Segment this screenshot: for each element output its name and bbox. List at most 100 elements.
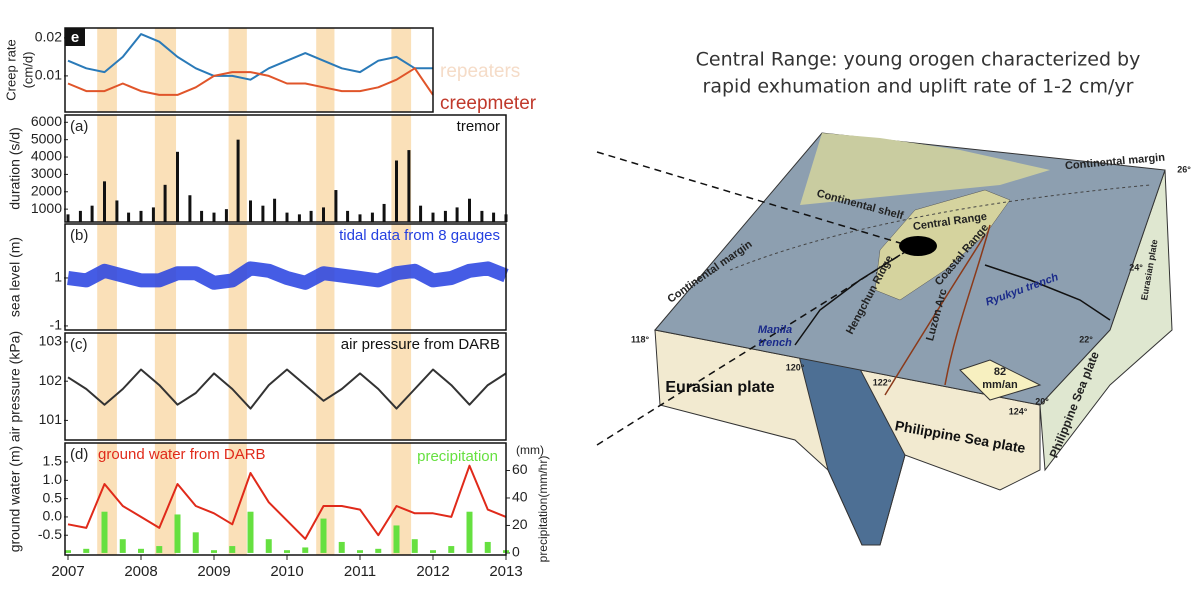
- bar: [411, 539, 418, 553]
- y2-tick-label: 60: [512, 461, 528, 477]
- highlight-band: [316, 28, 335, 112]
- coordinate: 22°: [1079, 334, 1093, 344]
- y-tick-label: 1.0: [43, 471, 63, 487]
- plot-frame: [64, 223, 507, 331]
- legend-label: creepmeter: [440, 93, 537, 114]
- bar: [448, 546, 455, 553]
- diagram-label: Eurasian plate: [665, 379, 774, 396]
- series-label: tremor: [457, 118, 500, 135]
- bar: [229, 546, 236, 553]
- y-axis-title: Creep rate: [3, 39, 18, 100]
- bar: [224, 209, 228, 222]
- highlight-band: [228, 333, 247, 440]
- bar: [103, 181, 106, 222]
- x-tick-label: 2008: [124, 563, 157, 580]
- bar: [151, 207, 155, 222]
- y-axis-title: air pressure (kPa): [7, 331, 23, 442]
- highlight-band: [154, 333, 177, 440]
- bar: [480, 210, 484, 222]
- y-tick-label: 6000: [31, 113, 62, 129]
- pointer-line: [596, 251, 906, 446]
- bar: [200, 210, 204, 222]
- y-axis-title: ground water (m): [7, 446, 23, 553]
- bar: [297, 214, 301, 222]
- y-tick-label: 0.5: [43, 489, 63, 505]
- bar: [370, 212, 374, 222]
- panel-label: (a): [70, 118, 88, 135]
- highlight-band: [97, 115, 117, 222]
- bar: [430, 550, 436, 553]
- continental-shelf: [800, 133, 1050, 205]
- y-tick-label: 0.02: [35, 29, 62, 45]
- bar: [395, 160, 398, 222]
- motion-arrow: [959, 359, 1042, 401]
- bar: [273, 198, 277, 222]
- manila-trench-line: [794, 254, 901, 346]
- bar: [492, 212, 496, 222]
- panel-label: (b): [70, 227, 88, 244]
- series-label: precipitation: [417, 448, 498, 465]
- y2-tick-label: 0: [512, 544, 520, 560]
- y-axis-title: (cm/d): [20, 52, 35, 89]
- x-tick-label: 2007: [51, 563, 84, 580]
- plot-frame: [64, 332, 507, 441]
- arc-line: [884, 234, 986, 396]
- ryukyu-trench-line: [984, 264, 1111, 321]
- x-tick-label: 2011: [344, 563, 376, 580]
- bar: [115, 200, 119, 222]
- coordinate: 124°: [1009, 406, 1028, 416]
- bar: [375, 548, 382, 553]
- y-tick-label: -0.5: [38, 526, 62, 542]
- highlight-band: [316, 115, 335, 222]
- series-label: air pressure from DARB: [341, 336, 500, 353]
- bar: [393, 525, 400, 553]
- series-label: ground water from DARB: [98, 446, 266, 463]
- y-tick-label: 0.0: [43, 508, 63, 524]
- bar: [484, 541, 491, 553]
- y-tick-label: 1.5: [43, 453, 63, 469]
- bar: [443, 210, 447, 222]
- coordinate: 120°: [786, 362, 805, 372]
- bar: [466, 511, 473, 553]
- title-line: rapid exhumation and uplift rate of 1-2 …: [703, 76, 1134, 98]
- bar: [407, 150, 411, 222]
- series-line: [67, 368, 507, 410]
- margin-line: [729, 184, 1151, 271]
- bar: [382, 203, 386, 222]
- highlight-band: [154, 115, 177, 222]
- x-tick-label: 2010: [270, 563, 303, 580]
- bar: [309, 210, 313, 222]
- bar: [66, 214, 70, 222]
- y-tick-label: 5000: [31, 130, 62, 146]
- bar: [455, 207, 459, 222]
- y-tick-label: 2000: [31, 182, 62, 198]
- coordinate: 122°: [873, 377, 892, 387]
- highlight-band: [228, 28, 247, 112]
- x-tick-label: 2012: [416, 563, 449, 580]
- panel-label: e: [71, 29, 79, 46]
- highlight-band: [154, 28, 177, 112]
- y-tick-label: -1: [50, 317, 63, 333]
- bar: [211, 550, 217, 553]
- coordinate: 26°: [1177, 164, 1191, 174]
- diagram-label: mm/an: [982, 379, 1018, 391]
- y-tick-label: 4000: [31, 148, 62, 164]
- bar: [236, 139, 240, 222]
- bar: [78, 210, 82, 222]
- x-tick-label: 2009: [197, 563, 230, 580]
- block-diagram: Continental margin Continental margin Co…: [596, 132, 1191, 546]
- bar: [302, 547, 309, 553]
- bar: [320, 518, 327, 553]
- y2-axis-title: precipitation(mm/hr): [536, 456, 550, 563]
- panel-label: (c): [70, 336, 88, 353]
- highlight-band: [391, 333, 412, 440]
- series-line: [67, 33, 433, 81]
- y-tick-label: 103: [39, 333, 63, 349]
- slide-title: Central Range: young orogen characterize…: [696, 49, 1141, 98]
- bar: [338, 541, 345, 553]
- y-tick-label: 3000: [31, 165, 62, 181]
- y2-unit: (mm): [516, 443, 544, 457]
- bar: [163, 184, 167, 222]
- bar: [90, 205, 94, 222]
